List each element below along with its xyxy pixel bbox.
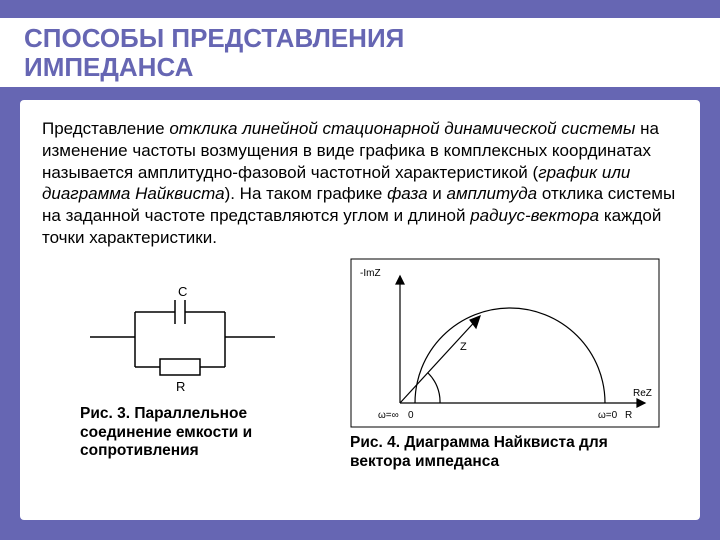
slide-title: СПОСОБЫ ПРЕДСТАВЛЕНИЯ ИМПЕДАНСА <box>24 24 700 81</box>
text-run: Представление <box>42 119 169 138</box>
figure-3: C R Рис. 3. Параллельное соединение емко… <box>80 282 310 461</box>
text-run: ). На таком графике <box>225 184 388 203</box>
slide: СПОСОБЫ ПРЕДСТАВЛЕНИЯ ИМПЕДАНСА Представ… <box>0 0 720 540</box>
rez-label: ReZ <box>633 388 652 399</box>
italic-run: радиус-вектора <box>470 206 599 225</box>
figure-4-caption: Рис. 4. Диаграмма Найквиста для вектора … <box>350 434 670 471</box>
axis-y-label: -ImZ <box>360 268 381 279</box>
figure-4: -ImZ ω=∞ 0 Z ω=0 R ReZ Рис. 4. Диаграмма… <box>350 258 670 471</box>
circuit-diagram-icon: C R <box>80 282 290 397</box>
title-bar: СПОСОБЫ ПРЕДСТАВЛЕНИЯ ИМПЕДАНСА <box>0 18 720 87</box>
italic-run: амплитуда <box>446 184 537 203</box>
content-card: Представление отклика линейной стационар… <box>20 100 700 520</box>
title-line1: СПОСОБЫ ПРЕДСТАВЛЕНИЯ <box>24 23 404 53</box>
axis-x-label: R <box>625 410 632 421</box>
title-underline <box>24 92 696 94</box>
italic-run: отклика линейной стационарной динамическ… <box>169 119 635 138</box>
text-run: и <box>428 184 447 203</box>
figures-row: C R Рис. 3. Параллельное соединение емко… <box>30 272 690 512</box>
z-label: Z <box>460 341 467 353</box>
body-paragraph: Представление отклика линейной стационар… <box>42 118 678 249</box>
w-zero-label: ω=0 <box>598 410 618 421</box>
w-inf-label: ω=∞ <box>378 410 399 421</box>
nyquist-plot-icon: -ImZ ω=∞ 0 Z ω=0 R ReZ <box>350 258 660 428</box>
title-line2: ИМПЕДАНСА <box>24 52 193 82</box>
label-c: C <box>178 284 187 299</box>
svg-text:0: 0 <box>408 410 414 421</box>
figure-3-caption: Рис. 3. Параллельное соединение емкости … <box>80 405 310 461</box>
italic-run: фаза <box>387 184 427 203</box>
label-r: R <box>176 379 185 394</box>
